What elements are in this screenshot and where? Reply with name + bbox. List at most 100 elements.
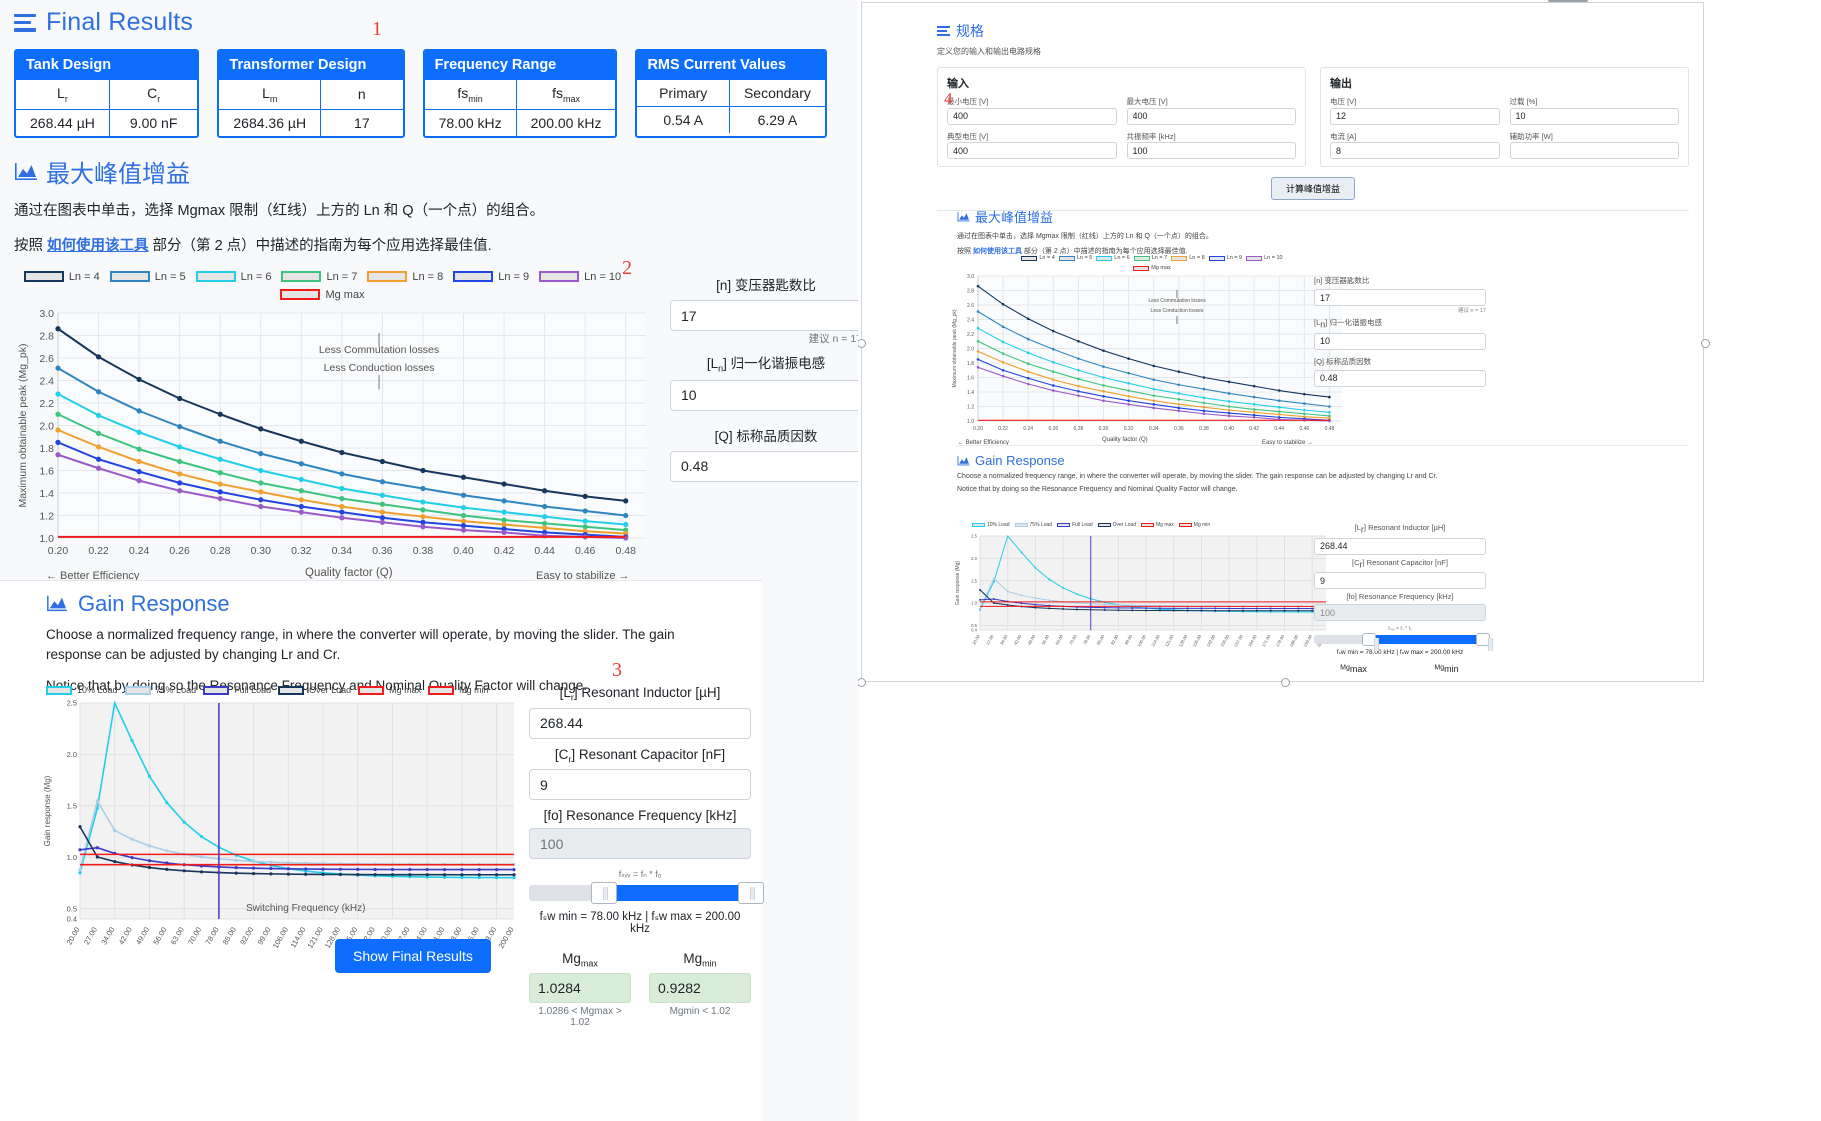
slider-fill (1375, 635, 1483, 644)
legend-item[interactable]: Full Load (1057, 522, 1093, 528)
how-to-use-link[interactable]: 如何使用该工具 (47, 237, 149, 254)
spec-field-input[interactable] (1330, 107, 1500, 125)
mini-n-input[interactable] (1314, 289, 1486, 306)
mini-ln-input[interactable] (1314, 332, 1486, 350)
svg-text:Less Conduction losses: Less Conduction losses (1151, 308, 1204, 314)
legend-item[interactable]: Over Load (1097, 522, 1136, 528)
mini-gain-response-chart[interactable]: 20.00 27.00 34.00 42.00 49.00 56.00 63.00 70.00… (952, 531, 1332, 679)
legend-item[interactable]: Mg min (428, 685, 489, 695)
svg-text:1.8: 1.8 (967, 361, 974, 367)
legend-item[interactable]: Ln = 6 (1096, 255, 1130, 261)
gain-response-chart-svg[interactable]: 20.00 27.00 34.00 42.00 49.00 56.00 63.00 70.00… (40, 697, 520, 997)
legend-item[interactable]: Ln = 4 (23, 271, 100, 283)
svg-text:42.00: 42.00 (117, 926, 134, 947)
mini-mgmax-caption: Mgmax (1340, 664, 1367, 674)
mini-peak-gain-chart[interactable]: 0.20 0.22 0.24 0.26 0.28 0.30 0.32 0.34 0.36 0.38… (948, 271, 1348, 454)
legend-item[interactable]: Mg min (1178, 522, 1210, 528)
svg-text:1.5: 1.5 (971, 578, 977, 583)
spec-field-input[interactable] (1126, 107, 1296, 125)
svg-text:0.5: 0.5 (971, 623, 977, 628)
peak-gain-chart-svg[interactable]: 0.20 0.22 0.24 0.26 0.28 0.30 0.32 0.34 0.36 0.38… (14, 305, 654, 590)
svg-text:92.00: 92.00 (238, 926, 255, 947)
resize-handle-right[interactable] (1701, 339, 1710, 348)
svg-text:1.5: 1.5 (67, 802, 77, 811)
slider-knob-max[interactable] (1475, 633, 1493, 651)
legend-item[interactable]: 10% Load (972, 522, 1010, 528)
svg-text:2.0: 2.0 (971, 556, 977, 561)
legend-swatch (972, 523, 985, 527)
legend-item[interactable]: Ln = 9 (1208, 255, 1242, 261)
svg-text:0.28: 0.28 (210, 545, 231, 557)
legend-item[interactable]: Ln = 8 (1171, 255, 1205, 261)
mini-how-to-use-link[interactable]: 如何使用该工具 (972, 248, 1022, 255)
legend-item[interactable]: Ln = 5 (1058, 255, 1092, 261)
legend-item[interactable]: Mg max (957, 265, 1347, 271)
mini-gain-response-legend: 10% Load 75% Load Full Load Over Load Mg… (972, 522, 1322, 528)
legend-item[interactable]: Ln = 8 (367, 271, 443, 283)
frequency-range-slider[interactable] (529, 882, 764, 905)
legend-item[interactable]: Mg max (20, 289, 625, 301)
svg-text:0.40: 0.40 (453, 545, 474, 557)
spec-field-input[interactable] (1126, 142, 1296, 159)
spec-field-input[interactable] (947, 142, 1117, 159)
show-final-results-button[interactable]: Show Final Results (335, 939, 491, 973)
legend-item[interactable]: Ln = 9 (453, 271, 529, 283)
legend-item[interactable]: Ln = 7 (1133, 255, 1167, 261)
mini-frequency-range-slider[interactable] (1314, 633, 1493, 651)
spec-field-input[interactable] (1509, 142, 1679, 159)
table-caption: Transformer Design (219, 51, 403, 79)
mini-q-input[interactable] (1314, 369, 1486, 387)
n-input[interactable] (670, 300, 862, 331)
ln-input[interactable] (670, 379, 862, 411)
legend-item[interactable]: Ln = 6 (195, 271, 271, 283)
legend-item[interactable]: Over Load (278, 685, 351, 695)
svg-text:121.00: 121.00 (306, 926, 325, 950)
legend-item[interactable]: 75% Load (1014, 522, 1052, 528)
mini-lr-input[interactable] (1314, 537, 1486, 555)
legend-item[interactable]: 75% Load (124, 685, 196, 695)
spec-subtitle: 定义您的输入和输出电路规格 (937, 47, 1041, 56)
cr-input[interactable] (529, 769, 751, 801)
legend-item[interactable]: Ln = 7 (281, 271, 357, 283)
guide-text-pre: 按照 (14, 237, 48, 254)
legend-swatch (1058, 255, 1075, 261)
mini-gain-response-section: Gain Response Choose a normalized freque… (957, 453, 1689, 493)
slider-knob-min[interactable] (591, 882, 618, 905)
legend-item[interactable]: Ln = 10 (539, 271, 621, 283)
peak-gain-chart[interactable]: 0.20 0.22 0.24 0.26 0.28 0.30 0.32 0.34 0.36 0.38… (14, 305, 654, 590)
spec-field-input[interactable] (1509, 107, 1679, 125)
mini-mgmin-caption: Mgmin (1434, 664, 1459, 674)
legend-item[interactable]: Ln = 4 (1021, 255, 1055, 261)
gain-response-chart[interactable]: 20.00 27.00 34.00 42.00 49.00 56.00 63.00 70.00… (40, 697, 520, 997)
slider-knob-max[interactable] (737, 882, 764, 905)
q-input[interactable] (670, 450, 862, 482)
legend-item[interactable]: Ln = 5 (109, 271, 186, 283)
legend-label: Ln = 6 (1114, 255, 1130, 261)
resize-handle-bottom-center[interactable] (1281, 678, 1290, 687)
legend-item[interactable]: 10% Load (46, 685, 118, 695)
svg-text:0.46: 0.46 (575, 545, 596, 557)
resize-handle-bottom-left[interactable] (858, 678, 866, 687)
svg-text:1.4: 1.4 (967, 390, 974, 396)
calculate-peak-gain-button[interactable]: 计算峰值增益 (1270, 177, 1355, 200)
spec-field-input[interactable] (1330, 142, 1500, 159)
legend-item[interactable]: Mg max (1141, 522, 1174, 528)
top-handle-bar[interactable] (1548, 0, 1588, 2)
mini-gain-response-chart-svg[interactable]: 20.00 27.00 34.00 42.00 49.00 56.00 63.00 70.00… (952, 531, 1332, 676)
mini-peak-gain-heading: 最大峰值增益 (957, 207, 1689, 226)
svg-text:Less Conduction losses: Less Conduction losses (324, 362, 435, 374)
legend-item[interactable]: Full Load (203, 685, 271, 695)
legend-item[interactable]: Ln = 10 (1246, 255, 1283, 261)
svg-text:34.00: 34.00 (99, 926, 116, 947)
legend-label: 10% Load (77, 685, 118, 695)
mini-lr-label: [Lr] Resonant Inductor [µH] (1354, 523, 1446, 535)
legend-item[interactable]: Mg max (358, 685, 421, 695)
svg-text:49.00: 49.00 (1027, 633, 1037, 645)
slider-knob-min[interactable] (1362, 633, 1380, 651)
better-efficiency-annotation: ← Better Efficiency (46, 570, 140, 582)
spec-field-input[interactable] (947, 107, 1117, 125)
lr-input[interactable] (529, 707, 751, 739)
resize-handle-left[interactable] (858, 339, 866, 348)
mini-peak-gain-chart-svg[interactable]: 0.20 0.22 0.24 0.26 0.28 0.30 0.32 0.34 0.36 0.38… (948, 271, 1348, 451)
mini-cr-input[interactable] (1314, 572, 1486, 589)
